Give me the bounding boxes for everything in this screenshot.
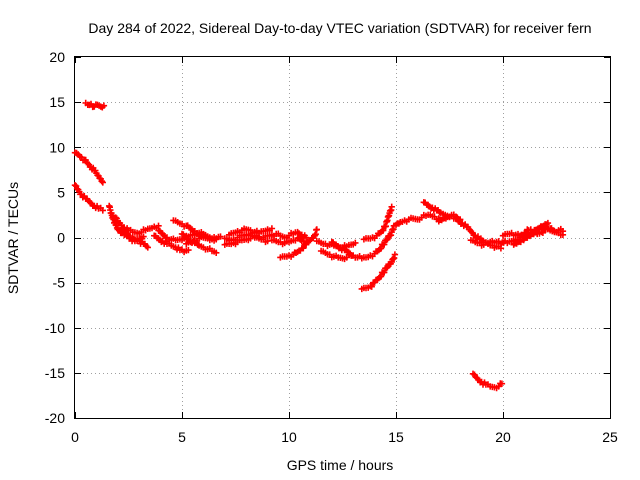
data-point: [264, 237, 271, 245]
data-point: [300, 245, 307, 252]
data-point: [381, 269, 388, 276]
data-point: [185, 246, 192, 254]
data-point: [559, 231, 567, 238]
data-point: [98, 178, 105, 185]
data-point: [313, 226, 320, 233]
data-point: [391, 251, 399, 258]
data-point: [213, 249, 220, 256]
x-tick-label: 0: [71, 429, 79, 445]
data-point: [498, 380, 506, 387]
y-tick-label: -15: [45, 365, 65, 381]
data-point: [255, 233, 263, 240]
x-tick-label: 25: [602, 429, 618, 445]
data-point: [368, 283, 375, 290]
y-tick-label: 10: [49, 139, 65, 155]
data-point: [84, 160, 91, 167]
data-point: [380, 227, 387, 234]
data-point: [352, 239, 359, 247]
data-points: [71, 99, 567, 392]
y-tick-label: 0: [57, 230, 65, 246]
y-tick-label: 15: [49, 94, 65, 110]
data-point: [71, 182, 79, 189]
data-point: [377, 245, 385, 252]
data-point: [99, 207, 106, 214]
y-tick-label: -10: [45, 320, 65, 336]
axis-tick-labels: 0 5 10 15 20 25 -20 -15 -10 -5 0 5 10 15 20: [45, 49, 618, 445]
y-axis-label: SDTVAR / TECUs: [5, 182, 21, 294]
data-point: [381, 241, 388, 248]
data-point: [544, 219, 552, 227]
axis-ticks: [75, 57, 611, 419]
data-point: [144, 244, 151, 251]
data-point: [100, 102, 108, 109]
data-point: [140, 233, 147, 240]
data-point: [384, 236, 391, 243]
data-point: [268, 225, 276, 232]
data-point: [217, 233, 224, 240]
data-point: [388, 203, 395, 210]
data-point: [383, 264, 390, 272]
y-tick-label: 20: [49, 49, 65, 65]
data-point: [302, 234, 310, 241]
data-point: [377, 273, 385, 280]
x-tick-label: 15: [388, 429, 404, 445]
y-tick-label: -20: [45, 410, 65, 426]
x-tick-label: 10: [281, 429, 297, 445]
data-point: [99, 179, 106, 186]
data-point: [520, 236, 527, 244]
y-tick-label: 5: [57, 184, 65, 200]
y-tick-label: -5: [53, 275, 66, 291]
data-point: [457, 216, 464, 223]
chart-title: Day 284 of 2022, Sidereal Day-to-day VTE…: [88, 20, 591, 36]
data-point: [384, 264, 391, 271]
plot-frame: [74, 56, 611, 419]
x-tick-label: 20: [495, 429, 511, 445]
data-point: [387, 232, 395, 239]
x-axis-label: GPS time / hours: [287, 457, 394, 473]
x-tick-label: 5: [178, 429, 186, 445]
